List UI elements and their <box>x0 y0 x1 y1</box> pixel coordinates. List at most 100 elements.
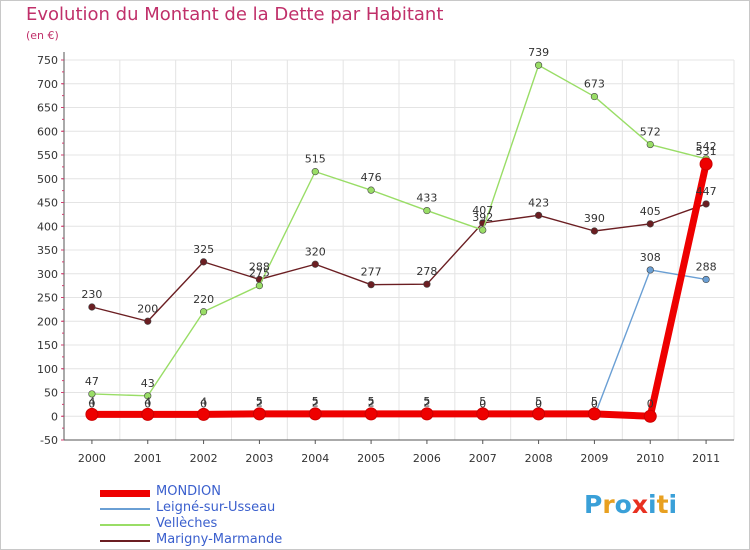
data-label: 5 <box>535 395 542 408</box>
data-point <box>367 186 375 194</box>
y-tick-label: 750 <box>37 54 58 67</box>
data-label: 5 <box>591 395 598 408</box>
data-point <box>423 206 431 215</box>
chart-subtitle: (en €) <box>26 29 59 42</box>
data-point <box>476 407 490 421</box>
data-label: 4 <box>200 395 207 408</box>
data-point <box>255 282 264 290</box>
brand-letter: x <box>631 490 648 519</box>
data-point <box>88 390 96 398</box>
y-tick-label: 250 <box>37 292 58 305</box>
data-point <box>699 157 713 171</box>
data-label: 0 <box>479 397 486 410</box>
data-point <box>702 275 710 284</box>
y-tick-label: 600 <box>37 125 58 138</box>
data-point <box>423 280 431 288</box>
x-tick-label: 2009 <box>580 452 608 465</box>
y-tick-label: 300 <box>37 268 58 281</box>
data-label: 5 <box>368 395 375 408</box>
data-label: 0 <box>200 397 207 410</box>
data-label: 0 <box>647 397 654 410</box>
data-label: 308 <box>640 251 661 264</box>
data-point <box>367 281 375 289</box>
brand-letter: t <box>656 490 669 519</box>
y-tick-label: 650 <box>37 102 58 115</box>
chart-title: Evolution du Montant de la Dette par Hab… <box>26 4 444 25</box>
data-point <box>646 220 654 228</box>
data-label: 433 <box>416 192 437 205</box>
data-label: 0 <box>144 397 151 410</box>
x-tick-label: 2001 <box>134 452 162 465</box>
x-tick-label: 2008 <box>525 452 553 465</box>
data-point <box>144 392 152 400</box>
data-label: 0 <box>535 397 542 410</box>
legend-swatch <box>100 489 150 497</box>
data-label: 739 <box>528 46 549 59</box>
data-label: 320 <box>305 245 326 258</box>
y-tick-label: 50 <box>44 387 58 400</box>
series-line-0 <box>91 163 710 420</box>
brand-letter: i <box>648 490 657 519</box>
data-point <box>311 260 319 268</box>
series-line-3 <box>91 203 707 322</box>
data-label: 47 <box>85 375 99 388</box>
data-label: 476 <box>361 171 382 184</box>
data-point <box>364 407 378 421</box>
data-point <box>590 92 599 101</box>
data-point <box>311 168 319 176</box>
data-label: 515 <box>305 153 326 166</box>
data-label: 447 <box>696 185 717 198</box>
brand-letter: o <box>614 490 632 519</box>
x-tick-label: 2003 <box>245 452 273 465</box>
data-point <box>144 317 152 325</box>
y-tick-label: 550 <box>37 149 58 162</box>
data-point <box>702 200 710 208</box>
brand-letter: P <box>584 490 603 519</box>
data-label: 275 <box>249 267 270 280</box>
data-point <box>197 407 211 421</box>
y-tick-label: 500 <box>37 173 58 186</box>
data-label: 0 <box>591 397 598 410</box>
data-label: 4 <box>88 395 95 408</box>
series-line-2 <box>91 64 707 397</box>
data-label: 542 <box>696 140 717 153</box>
data-label: 390 <box>584 212 605 225</box>
data-point <box>88 303 96 311</box>
y-axis: -50 0 50 100 150 200 250 300 350 400 450 500 550 600 6… <box>37 52 65 447</box>
data-label: 230 <box>81 288 102 301</box>
data-label: 392 <box>472 211 493 224</box>
legend-label: Marigny-Marmande <box>156 532 283 547</box>
data-label: 288 <box>696 260 717 273</box>
x-tick-label: 2000 <box>78 452 106 465</box>
data-point <box>308 407 322 421</box>
x-tick-label: 2007 <box>469 452 497 465</box>
data-label: 200 <box>137 302 158 315</box>
data-label: 5 <box>312 395 319 408</box>
x-axis: 2000 2001 2002 2003 2004 2005 2006 2007 2008 2009… <box>64 439 734 465</box>
y-tick-label: 350 <box>37 244 58 257</box>
x-tick-label: 2002 <box>190 452 218 465</box>
y-tick-label: 450 <box>37 197 58 210</box>
legend-label: MONDION <box>156 484 221 499</box>
data-label: 2 <box>256 396 263 409</box>
data-point <box>252 407 266 421</box>
legend-swatch <box>100 540 150 542</box>
series-layer <box>85 61 713 423</box>
legend-label: Leigné-sur-Usseau <box>156 500 276 515</box>
data-label: 2 <box>368 396 375 409</box>
y-tick-label: 100 <box>37 363 58 376</box>
data-point <box>420 407 434 421</box>
data-point <box>141 407 155 421</box>
data-point <box>534 61 543 69</box>
y-tick-label: 0 <box>51 410 58 423</box>
data-point <box>587 407 601 421</box>
x-tick-label: 2011 <box>692 452 720 465</box>
data-label: 325 <box>193 243 214 256</box>
x-tick-label: 2005 <box>357 452 385 465</box>
data-label: 4 <box>144 395 151 408</box>
data-label: 277 <box>361 266 382 279</box>
data-point <box>532 407 546 421</box>
data-label: 423 <box>528 196 549 209</box>
